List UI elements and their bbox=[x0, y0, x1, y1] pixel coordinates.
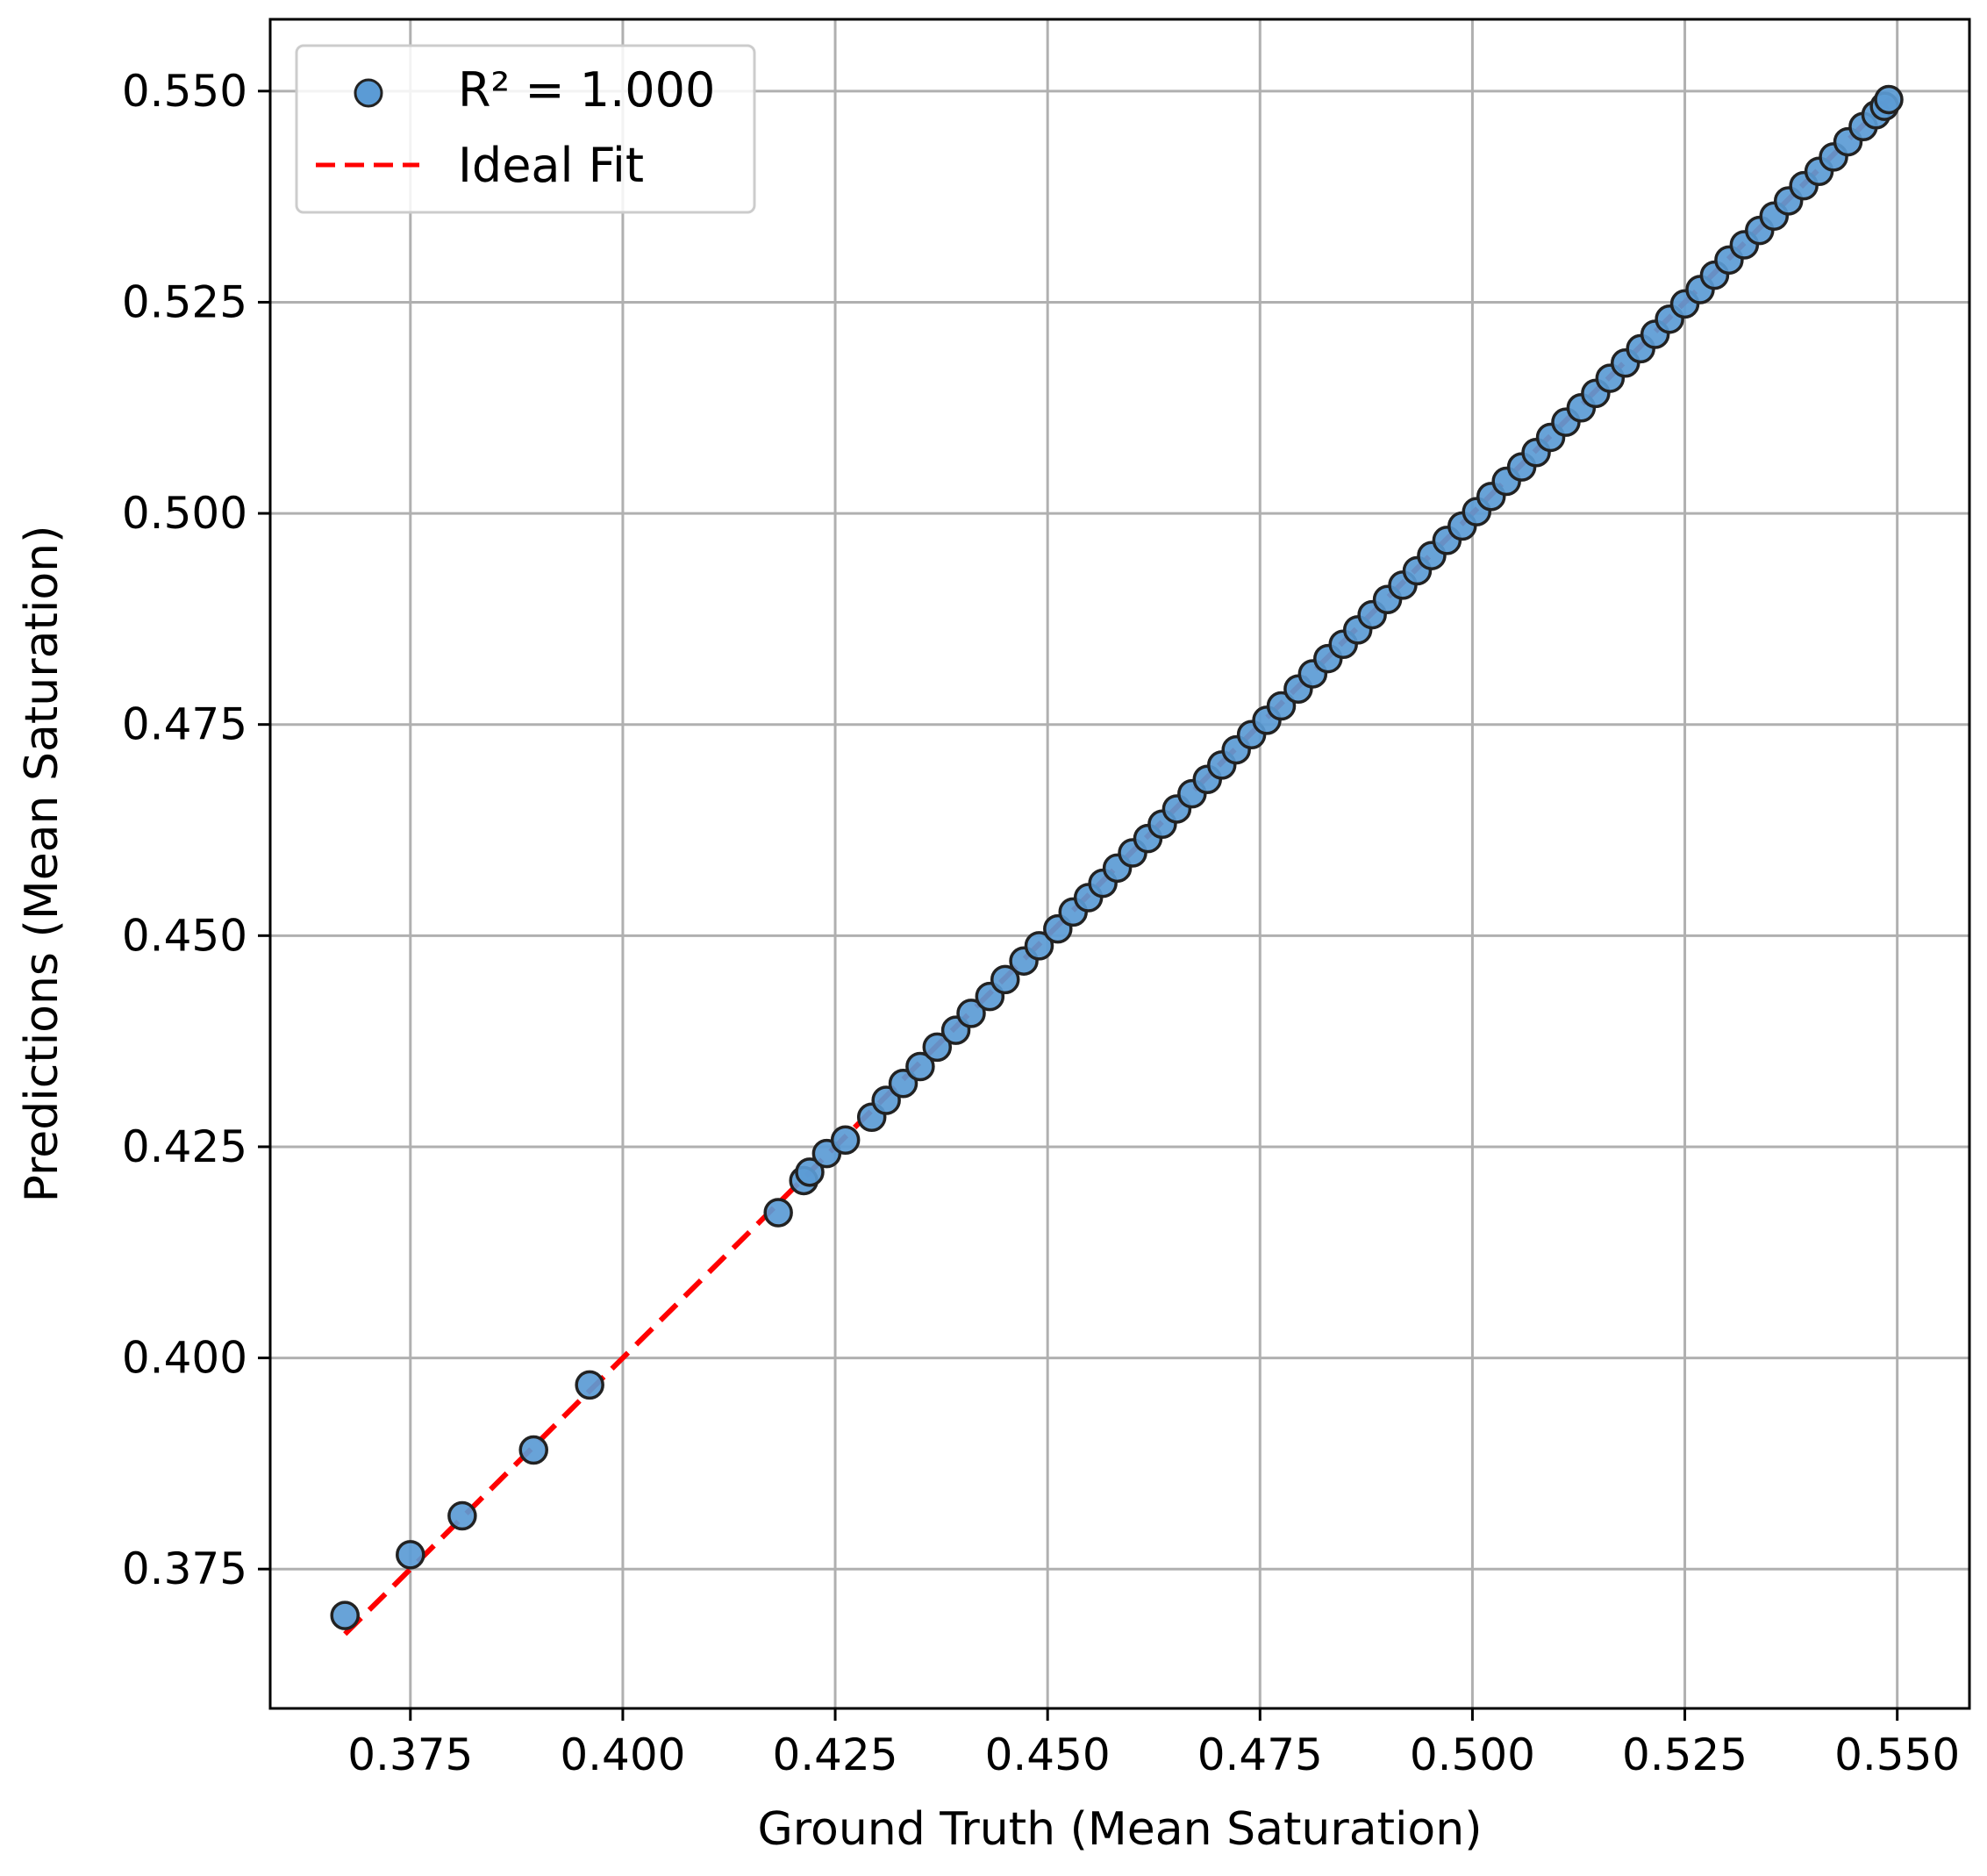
data-points bbox=[330, 84, 1904, 1630]
legend-box bbox=[295, 44, 756, 214]
x-axis-ticks: 0.375 0.400 0.425 0.450 0.475 0.500 0.525 0.550 bbox=[347, 1708, 1960, 1780]
x-tick-label: 0.425 bbox=[772, 1729, 897, 1780]
x-tick-label: 0.375 bbox=[347, 1729, 473, 1780]
y-tick-label: 0.450 bbox=[122, 910, 247, 961]
data-point bbox=[990, 964, 1020, 995]
data-point bbox=[830, 1125, 861, 1155]
y-axis-ticks: 0.375 0.400 0.425 0.450 0.475 0.500 0.525 0.550 bbox=[122, 66, 270, 1594]
x-tick-label: 0.400 bbox=[560, 1729, 685, 1780]
data-point bbox=[956, 999, 986, 1028]
data-point bbox=[575, 1370, 604, 1400]
data-point bbox=[518, 1435, 548, 1465]
data-point bbox=[396, 1540, 425, 1570]
y-tick-label: 0.425 bbox=[122, 1121, 247, 1172]
y-tick-label: 0.475 bbox=[122, 699, 247, 750]
legend: R² = 1.000 Ideal Fit bbox=[295, 44, 756, 214]
data-point bbox=[330, 1600, 360, 1630]
y-axis-label: Predictions (Mean Saturation) bbox=[16, 526, 68, 1203]
y-tick-label: 0.500 bbox=[122, 488, 247, 539]
data-point bbox=[1874, 84, 1904, 115]
data-point bbox=[795, 1157, 825, 1187]
x-axis-label: Ground Truth (Mean Saturation) bbox=[758, 1803, 1483, 1856]
x-tick-label: 0.450 bbox=[985, 1729, 1111, 1780]
data-point bbox=[763, 1198, 793, 1228]
legend-label-scatter: R² = 1.000 bbox=[458, 62, 715, 118]
y-tick-label: 0.550 bbox=[122, 66, 247, 117]
y-tick-label: 0.400 bbox=[122, 1333, 247, 1384]
legend-marker-scatter bbox=[354, 78, 383, 108]
y-tick-label: 0.375 bbox=[122, 1543, 247, 1594]
data-point bbox=[447, 1500, 477, 1531]
y-tick-label: 0.525 bbox=[122, 276, 247, 327]
legend-label-line: Ideal Fit bbox=[458, 138, 644, 193]
x-tick-label: 0.500 bbox=[1410, 1729, 1535, 1780]
data-point bbox=[905, 1051, 935, 1082]
plot-frame bbox=[268, 18, 1971, 1710]
data-point bbox=[922, 1032, 953, 1063]
x-tick-label: 0.550 bbox=[1834, 1729, 1960, 1780]
x-tick-label: 0.475 bbox=[1197, 1729, 1323, 1780]
grid-lines bbox=[270, 19, 1969, 1708]
data-point bbox=[1024, 931, 1054, 961]
x-tick-label: 0.525 bbox=[1622, 1729, 1748, 1780]
